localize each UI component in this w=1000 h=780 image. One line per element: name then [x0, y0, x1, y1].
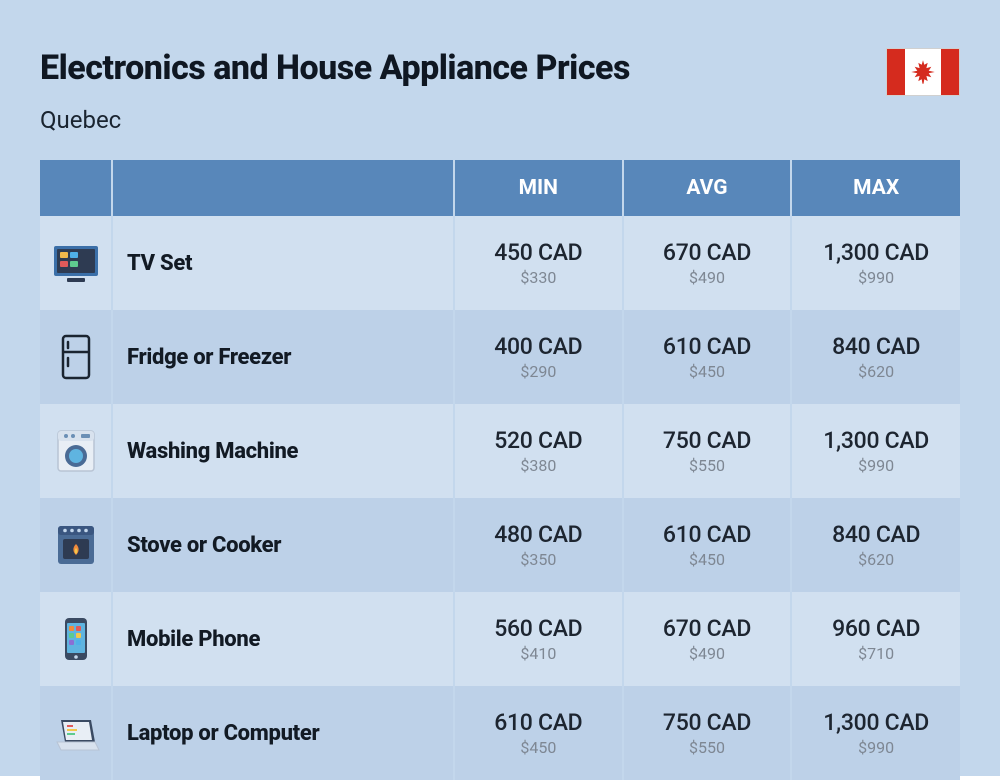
price-cad: 840 CAD	[792, 333, 960, 360]
header-min: MIN	[454, 160, 623, 216]
price-cad: 610 CAD	[624, 521, 791, 548]
page: Electronics and House Appliance Prices Q…	[0, 0, 1000, 776]
price-usd: $990	[792, 268, 960, 287]
price-max: 1,300 CAD $990	[791, 216, 960, 310]
price-usd: $710	[792, 644, 960, 663]
price-usd: $350	[455, 550, 622, 569]
price-avg: 750 CAD $550	[623, 404, 792, 498]
price-max: 840 CAD $620	[791, 498, 960, 592]
stove-icon	[40, 498, 112, 592]
price-table: MIN AVG MAX TV Set450 CAD$330670 CAD$490…	[40, 160, 960, 780]
canada-flag-icon	[886, 48, 960, 96]
title-block: Electronics and House Appliance Prices Q…	[40, 48, 630, 134]
item-name: Fridge or Freezer	[112, 310, 454, 404]
price-usd: $550	[624, 738, 791, 757]
price-cad: 610 CAD	[455, 709, 622, 736]
price-usd: $410	[455, 644, 622, 663]
price-cad: 960 CAD	[792, 615, 960, 642]
price-cad: 480 CAD	[455, 521, 622, 548]
price-usd: $490	[624, 268, 791, 287]
price-cad: 520 CAD	[455, 427, 622, 454]
table-row: Fridge or Freezer400 CAD $290610 CAD $4508…	[40, 310, 960, 404]
price-cad: 840 CAD	[792, 521, 960, 548]
price-min: 610 CAD $450	[454, 686, 623, 780]
price-usd: $450	[624, 362, 791, 381]
item-name: TV Set	[112, 216, 454, 310]
washer-icon	[40, 404, 112, 498]
price-usd: $990	[792, 738, 960, 757]
price-usd: $380	[455, 456, 622, 475]
price-usd: $620	[792, 362, 960, 381]
laptop-icon	[40, 686, 112, 780]
price-cad: 750 CAD	[624, 709, 791, 736]
item-name: Washing Machine	[112, 404, 454, 498]
price-avg: 610 CAD $450	[623, 498, 792, 592]
price-cad: 400 CAD	[455, 333, 622, 360]
price-usd: $490	[624, 644, 791, 663]
price-cad: 450 CAD	[455, 239, 622, 266]
header-name-col	[112, 160, 454, 216]
table-row: Stove or Cooker480 CAD $350610 CAD $450840…	[40, 498, 960, 592]
price-cad: 1,300 CAD	[792, 709, 960, 736]
price-max: 960 CAD $710	[791, 592, 960, 686]
table-row: Laptop or Computer610 CAD $450750 CAD $550…	[40, 686, 960, 780]
fridge-icon	[40, 310, 112, 404]
price-cad: 670 CAD	[624, 239, 791, 266]
price-cad: 750 CAD	[624, 427, 791, 454]
price-usd: $620	[792, 550, 960, 569]
price-min: 520 CAD $380	[454, 404, 623, 498]
item-name: Mobile Phone	[112, 592, 454, 686]
price-max: 1,300 CAD $990	[791, 404, 960, 498]
price-cad: 1,300 CAD	[792, 427, 960, 454]
table-row: Washing Machine520 CAD $380750 CAD $5501,3…	[40, 404, 960, 498]
price-usd: $990	[792, 456, 960, 475]
table-header-row: MIN AVG MAX	[40, 160, 960, 216]
price-usd: $330	[455, 268, 622, 287]
price-avg: 670 CAD $490	[623, 592, 792, 686]
table-body: TV Set450 CAD$330670 CAD$4901,300 CAD$99…	[40, 216, 960, 780]
price-cad: 560 CAD	[455, 615, 622, 642]
table-row: TV Set450 CAD $330670 CAD $4901,300 CAD $99…	[40, 216, 960, 310]
page-subtitle: Quebec	[40, 106, 630, 134]
price-min: 480 CAD $350	[454, 498, 623, 592]
tv-icon	[40, 216, 112, 310]
header-avg: AVG	[623, 160, 792, 216]
price-avg: 750 CAD $550	[623, 686, 792, 780]
price-cad: 670 CAD	[624, 615, 791, 642]
price-usd: $450	[455, 738, 622, 757]
price-min: 560 CAD $410	[454, 592, 623, 686]
price-max: 840 CAD $620	[791, 310, 960, 404]
phone-icon	[40, 592, 112, 686]
price-avg: 670 CAD $490	[623, 216, 792, 310]
header-max: MAX	[791, 160, 960, 216]
item-name: Stove or Cooker	[112, 498, 454, 592]
price-avg: 610 CAD $450	[623, 310, 792, 404]
price-max: 1,300 CAD $990	[791, 686, 960, 780]
page-title: Electronics and House Appliance Prices	[40, 48, 630, 88]
header: Electronics and House Appliance Prices Q…	[40, 48, 960, 134]
price-usd: $290	[455, 362, 622, 381]
price-usd: $450	[624, 550, 791, 569]
item-name: Laptop or Computer	[112, 686, 454, 780]
table-row: Mobile Phone560 CAD $410670 CAD $490960 CA…	[40, 592, 960, 686]
price-usd: $550	[624, 456, 791, 475]
header-icon-col	[40, 160, 112, 216]
price-cad: 610 CAD	[624, 333, 791, 360]
price-cad: 1,300 CAD	[792, 239, 960, 266]
price-min: 400 CAD $290	[454, 310, 623, 404]
price-min: 450 CAD $330	[454, 216, 623, 310]
